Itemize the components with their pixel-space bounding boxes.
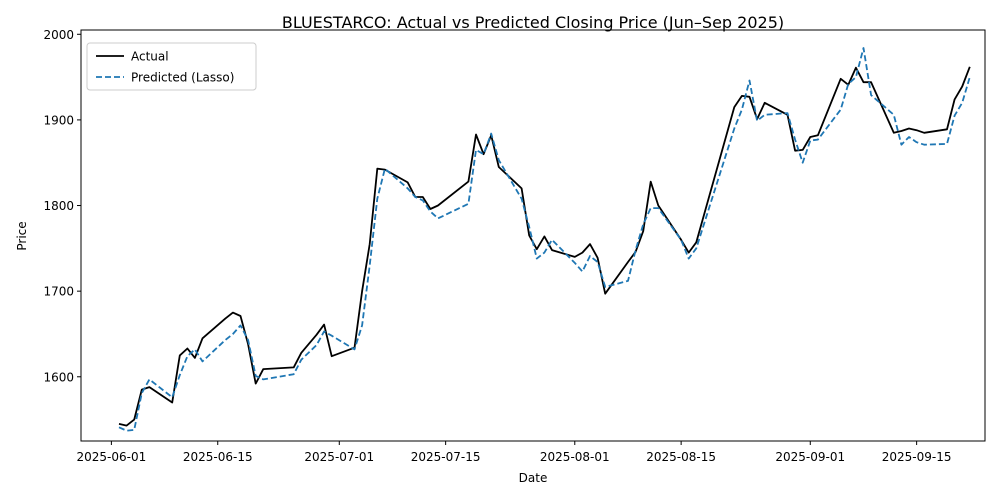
- chart-title: BLUESTARCO: Actual vs Predicted Closing …: [282, 13, 784, 32]
- legend-box: [86, 42, 257, 91]
- plot-border: [80, 29, 986, 442]
- y-axis-label: Price: [15, 221, 29, 250]
- plot-background: [81, 30, 985, 441]
- plot-area: [81, 30, 985, 441]
- x-tick-label: 2025-08-01: [540, 450, 610, 464]
- x-tick-label: 2025-08-15: [646, 450, 716, 464]
- series-line-predicted: [118, 47, 971, 432]
- y-tick-label: 1800: [43, 199, 74, 213]
- x-tick-label: 2025-09-15: [882, 450, 952, 464]
- x-axis-label: Date: [519, 471, 548, 485]
- y-tick-label: 2000: [43, 28, 74, 42]
- x-tick-label: 2025-06-15: [183, 450, 253, 464]
- x-tick-label: 2025-07-15: [411, 450, 481, 464]
- y-tick-label: 1600: [43, 370, 74, 384]
- series-layer: [118, 47, 971, 432]
- legend-label-predicted: Predicted (Lasso): [131, 71, 234, 85]
- y-tick-label: 1900: [43, 113, 74, 127]
- x-tick-label: 2025-09-01: [775, 450, 845, 464]
- x-tick-label: 2025-06-01: [77, 450, 147, 464]
- x-axis: 2025-06-01 2025-06-15 2025-07-01 2025-07-15…: [77, 441, 952, 464]
- y-axis: 1600 1700 1800 1900 2000: [43, 28, 81, 384]
- x-tick-label: 2025-07-01: [304, 450, 374, 464]
- y-tick-label: 1700: [43, 285, 74, 299]
- legend-label-actual: Actual: [131, 50, 169, 64]
- axes-layer: [80, 29, 986, 442]
- legend: Actual Predicted (Lasso): [86, 42, 257, 91]
